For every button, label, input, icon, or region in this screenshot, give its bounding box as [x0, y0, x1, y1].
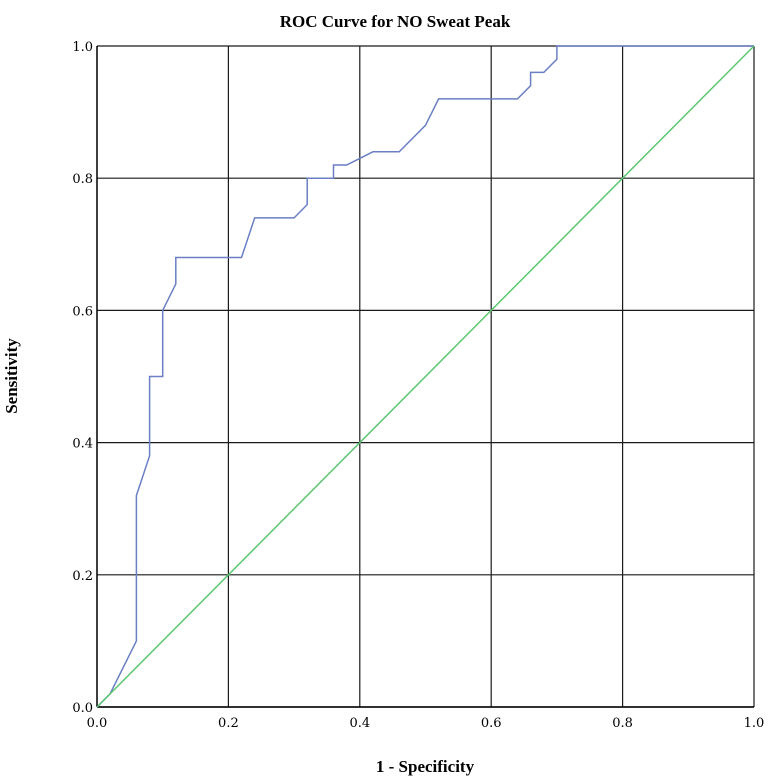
- x-tick-label: 0.6: [481, 716, 502, 731]
- chart-title: ROC Curve for NO Sweat Peak: [279, 12, 511, 31]
- y-tick-label: 0.0: [72, 701, 93, 716]
- x-tick-label: 0.8: [612, 716, 633, 731]
- y-tick-label: 0.2: [72, 569, 93, 584]
- y-tick-label: 0.6: [72, 304, 93, 319]
- y-tick-label: 0.4: [72, 437, 93, 452]
- roc-curve-line: [96, 45, 754, 708]
- x-tick-label: 0.2: [218, 716, 239, 731]
- x-axis-label: 1 - Specificity: [375, 757, 475, 776]
- y-tick-label: 1.0: [72, 40, 93, 55]
- x-tick-label: 0.0: [87, 716, 108, 731]
- x-tick-label: 1.0: [744, 716, 765, 731]
- reference-diagonal-line: [96, 45, 755, 708]
- y-axis-label: Sensitivity: [2, 338, 21, 414]
- x-tick-label: 0.4: [349, 716, 370, 731]
- y-tick-label: 0.8: [72, 172, 93, 187]
